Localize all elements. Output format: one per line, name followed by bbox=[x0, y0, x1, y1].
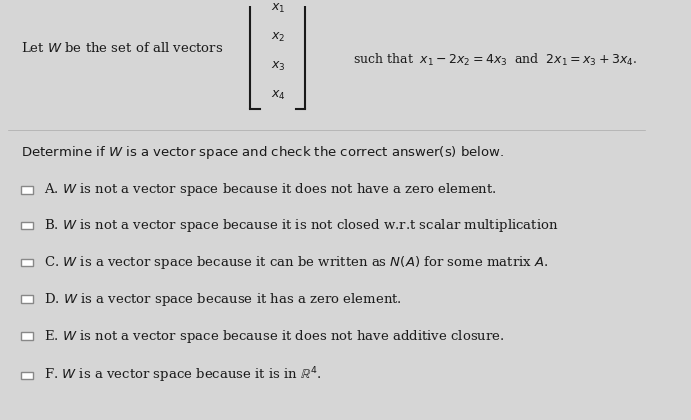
Text: Determine if $W$ is a vector space and check the correct answer(s) below.: Determine if $W$ is a vector space and c… bbox=[21, 144, 504, 161]
Text: E. $W$ is not a vector space because it does not have additive closure.: E. $W$ is not a vector space because it … bbox=[44, 328, 505, 345]
Bar bbox=[21, 333, 32, 340]
Bar bbox=[21, 259, 32, 266]
Bar bbox=[21, 372, 32, 379]
Text: such that  $x_1 - 2x_2 = 4x_3$  and  $2x_1 = x_3 + 3x_4$.: such that $x_1 - 2x_2 = 4x_3$ and $2x_1 … bbox=[352, 52, 637, 68]
Text: D. $W$ is a vector space because it has a zero element.: D. $W$ is a vector space because it has … bbox=[44, 291, 402, 307]
Bar bbox=[21, 186, 32, 194]
Text: C. $W$ is a vector space because it can be written as $N(A)$ for some matrix $A$: C. $W$ is a vector space because it can … bbox=[44, 254, 549, 271]
Text: $x_1$: $x_1$ bbox=[271, 2, 285, 15]
Text: $x_4$: $x_4$ bbox=[271, 89, 285, 102]
Text: F. $W$ is a vector space because it is in $\mathbb{R}^4$.: F. $W$ is a vector space because it is i… bbox=[44, 365, 322, 385]
Text: A. $W$ is not a vector space because it does not have a zero element.: A. $W$ is not a vector space because it … bbox=[44, 181, 497, 198]
Bar bbox=[21, 222, 32, 229]
Text: $x_2$: $x_2$ bbox=[271, 31, 285, 44]
Text: $x_3$: $x_3$ bbox=[271, 60, 285, 73]
Text: Let $W$ be the set of all vectors: Let $W$ be the set of all vectors bbox=[21, 41, 223, 55]
Bar bbox=[21, 295, 32, 303]
Text: B. $W$ is not a vector space because it is not closed w.r.t scalar multiplicatio: B. $W$ is not a vector space because it … bbox=[44, 217, 559, 234]
